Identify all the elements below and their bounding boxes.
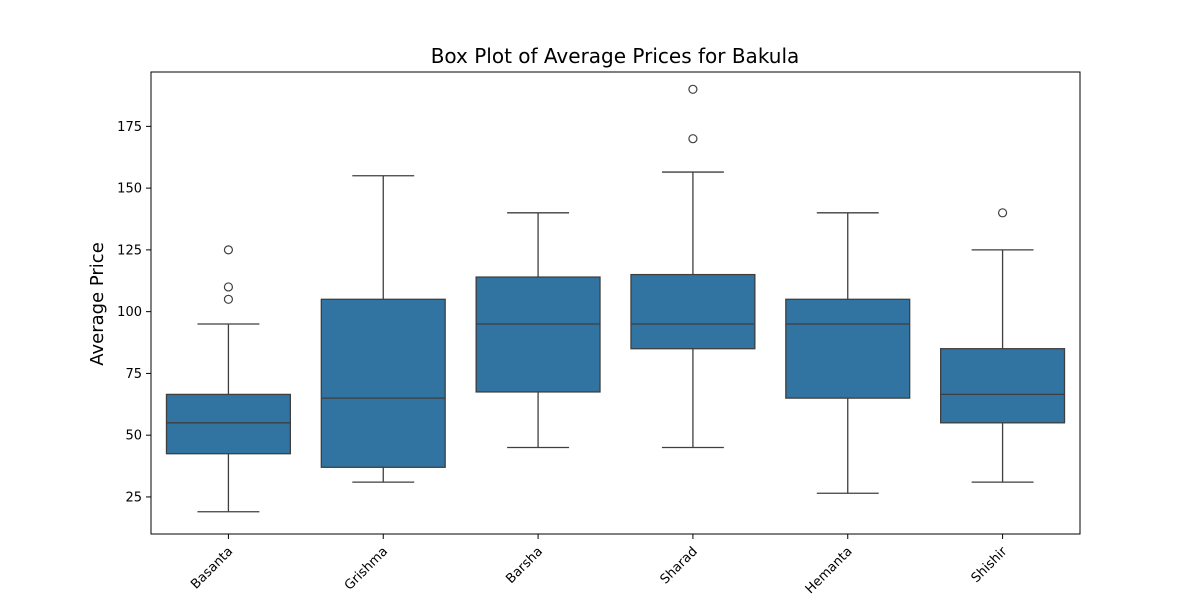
box-shishir xyxy=(940,208,1066,483)
box-sharad xyxy=(630,84,756,449)
iqr-box xyxy=(785,298,911,399)
y-axis-label: Average Price xyxy=(87,242,108,366)
y-tick-label: 175 xyxy=(117,120,142,135)
x-tick-label: Sharad xyxy=(658,544,701,587)
y-tick-label: 125 xyxy=(117,243,142,258)
x-tick-label: Grishma xyxy=(342,544,391,593)
box-basanta xyxy=(165,245,292,513)
y-tick-label: 25 xyxy=(125,490,142,505)
x-tick-label: Shishir xyxy=(969,544,1011,586)
y-tick-label: 150 xyxy=(117,182,142,197)
outlier-point xyxy=(997,208,1008,218)
outlier-point xyxy=(223,294,234,304)
x-axis: Basanta Grishma Barsha Sharad Hemanta Shishir xyxy=(188,534,1011,597)
iqr-box xyxy=(320,298,446,468)
outlier-point xyxy=(223,282,234,292)
x-tick-label: Basanta xyxy=(188,544,236,592)
y-tick-label: 100 xyxy=(117,305,142,320)
iqr-box xyxy=(475,276,601,393)
y-axis: 25 50 75 100 125 150 175 xyxy=(117,120,151,505)
outlier-point xyxy=(223,245,234,255)
box-hemanta xyxy=(785,212,911,494)
iqr-box xyxy=(165,393,292,455)
outlier-point xyxy=(688,84,698,94)
outlier-point xyxy=(688,134,698,144)
plot-frame xyxy=(150,71,1081,535)
iqr-box xyxy=(940,348,1066,424)
y-tick-label: 75 xyxy=(125,367,142,382)
x-tick-label: Barsha xyxy=(503,544,546,587)
chart-title: Box Plot of Average Prices for Bakula xyxy=(431,44,800,68)
box-grishma xyxy=(320,175,446,483)
y-tick-label: 50 xyxy=(125,429,142,444)
box-barsha xyxy=(475,212,601,449)
x-tick-label: Hemanta xyxy=(803,544,856,597)
plot-area xyxy=(165,84,1066,513)
iqr-box xyxy=(630,273,756,350)
